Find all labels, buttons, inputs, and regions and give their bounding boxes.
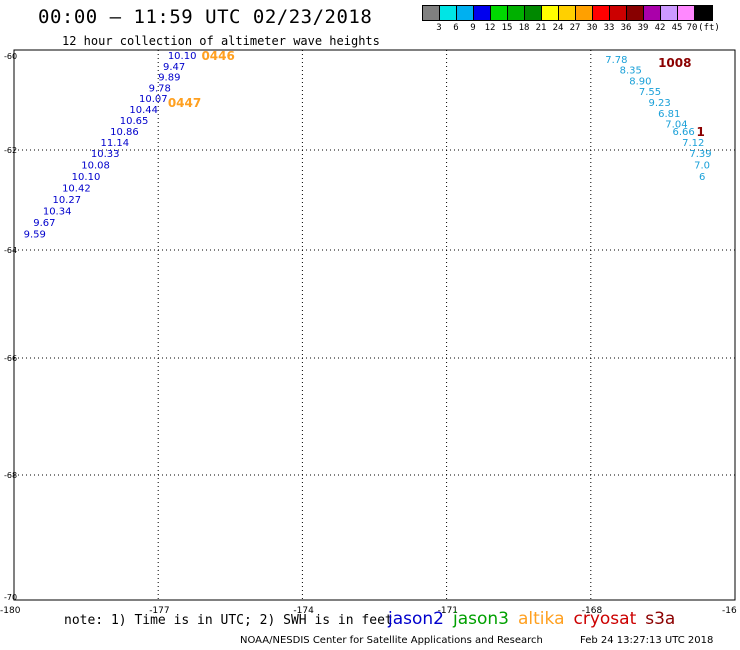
jason2-wave-label: 9.59 <box>24 230 46 241</box>
s3a-wave-label: 6 <box>699 172 705 183</box>
s3a-wave-label: 7.55 <box>639 87 661 98</box>
credit-line: NOAA/NESDIS Center for Satellite Applica… <box>240 635 543 646</box>
lat-label: -66 <box>4 354 17 363</box>
legend-label: 36 <box>620 23 632 33</box>
jason2-wave-label: 10.65 <box>120 116 149 127</box>
legend-label: 33 <box>603 23 615 33</box>
map-subtitle: 12 hour collection of altimeter wave hei… <box>62 34 380 48</box>
legend-label: 18 <box>518 23 530 33</box>
color-legend: 3 6 9 12 15 18 21 24 27 30 33 36 39 42 45 70 (ft) <box>422 5 720 35</box>
satellite-key-item: cryosat <box>573 609 637 629</box>
map-frame <box>13 49 736 601</box>
satellite-key-item: s3a <box>645 609 676 629</box>
s3a-wave-label: 9.23 <box>648 98 670 109</box>
legend-swatch <box>661 6 678 20</box>
s3a-wave-label: 8.35 <box>620 66 642 77</box>
jason2-wave-label: 10.10 <box>168 51 197 62</box>
legend-label: 45 <box>671 23 683 33</box>
legend-swatch <box>610 6 627 20</box>
legend-label: 12 <box>484 23 496 33</box>
jason2-wave-label: 10.44 <box>129 105 158 116</box>
lat-label: -64 <box>4 246 17 255</box>
jason2-wave-label: 10.42 <box>62 184 91 195</box>
pass-time-label: 1 <box>697 125 705 139</box>
legend-swatch <box>593 6 610 20</box>
legend-swatch <box>695 6 712 20</box>
legend-label: 3 <box>436 23 442 33</box>
jason2-wave-label: 9.67 <box>33 218 55 229</box>
legend-swatch <box>627 6 644 20</box>
lon-label: -180 <box>0 606 21 616</box>
footer-note: note: 1) Time is in UTC; 2) SWH is in fe… <box>64 613 393 628</box>
legend-label: (ft) <box>698 23 720 33</box>
lon-label: -171 <box>438 606 458 616</box>
legend-label: 21 <box>535 23 547 33</box>
legend-swatch <box>678 6 695 20</box>
legend-label: 70 <box>686 23 698 33</box>
pass-time-label: 0446 <box>201 49 234 63</box>
legend-swatch <box>576 6 593 20</box>
legend-swatch <box>491 6 508 20</box>
s3a-wave-label: 7.78 <box>605 55 627 66</box>
legend-label: 6 <box>453 23 459 33</box>
legend-labels: 3 6 9 12 15 18 21 24 27 30 33 36 39 42 45 70 (ft) <box>422 21 720 35</box>
legend-label: 42 <box>654 23 666 33</box>
altimeter-tracks: 10.109.479.899.7810.0710.4410.6510.8611.… <box>24 49 712 241</box>
legend-swatch <box>457 6 474 20</box>
legend-swatch <box>440 6 457 20</box>
legend-label: 39 <box>637 23 649 33</box>
legend-swatch <box>559 6 576 20</box>
legend-swatch <box>644 6 661 20</box>
lon-label: -168 <box>582 606 603 616</box>
lat-label: -70 <box>4 593 17 602</box>
legend-swatch <box>474 6 491 20</box>
map-border <box>13 49 736 601</box>
jason2-wave-label: 9.78 <box>149 83 171 94</box>
pass-time-label: 1008 <box>658 56 691 70</box>
satellite-key-item: jason3 <box>453 609 509 629</box>
legend-swatches <box>422 5 713 21</box>
s3a-wave-label: 7.39 <box>689 149 711 160</box>
jason2-wave-label: 10.33 <box>91 149 120 160</box>
s3a-wave-label: 8.90 <box>629 76 651 87</box>
legend-label: 9 <box>470 23 476 33</box>
satellite-key-item: altika <box>518 609 565 629</box>
s3a-wave-label: 6.66 <box>673 127 695 138</box>
s3a-wave-label: 7.04 <box>665 120 687 131</box>
pass-time-label: 0447 <box>168 96 201 110</box>
jason2-wave-label: 11.14 <box>101 138 130 149</box>
graticule <box>14 50 735 600</box>
legend-swatch <box>525 6 542 20</box>
lat-label: -68 <box>4 471 17 480</box>
jason2-wave-label: 10.07 <box>139 94 168 105</box>
jason2-wave-label: 10.27 <box>52 195 81 206</box>
s3a-wave-label: 7.0 <box>694 161 710 172</box>
lon-label: -174 <box>293 606 314 616</box>
legend-swatch <box>542 6 559 20</box>
jason2-wave-label: 9.89 <box>158 73 180 84</box>
legend-label: 15 <box>501 23 513 33</box>
legend-label: 24 <box>552 23 564 33</box>
jason2-wave-label: 9.47 <box>163 62 185 73</box>
jason2-wave-label: 10.34 <box>43 207 72 218</box>
map-title: 00:00 – 11:59 UTC 02/23/2018 <box>38 6 373 28</box>
jason2-wave-label: 10.10 <box>72 172 101 183</box>
legend-swatch <box>423 6 440 20</box>
legend-label: 27 <box>569 23 581 33</box>
lon-label: -16 <box>722 606 737 616</box>
satellite-key: jason2 jason3 altika cryosat s3a <box>388 609 684 629</box>
satellite-key-item: jason2 <box>388 609 444 629</box>
s3a-wave-label: 6.81 <box>658 109 680 120</box>
jason2-wave-label: 10.08 <box>81 161 110 172</box>
lat-label: -62 <box>4 146 17 155</box>
lon-label: -177 <box>149 606 169 616</box>
generated-timestamp: Feb 24 13:27:13 UTC 2018 <box>580 635 714 646</box>
s3a-wave-label: 7.12 <box>682 138 704 149</box>
legend-swatch <box>508 6 525 20</box>
axis-labels: -60 -62 -64 -66 -68 -70 -180 -177 -174 -171 -168 -1… <box>0 52 737 616</box>
jason2-wave-label: 10.86 <box>110 127 139 138</box>
lat-label: -60 <box>4 52 17 61</box>
legend-label: 30 <box>586 23 598 33</box>
